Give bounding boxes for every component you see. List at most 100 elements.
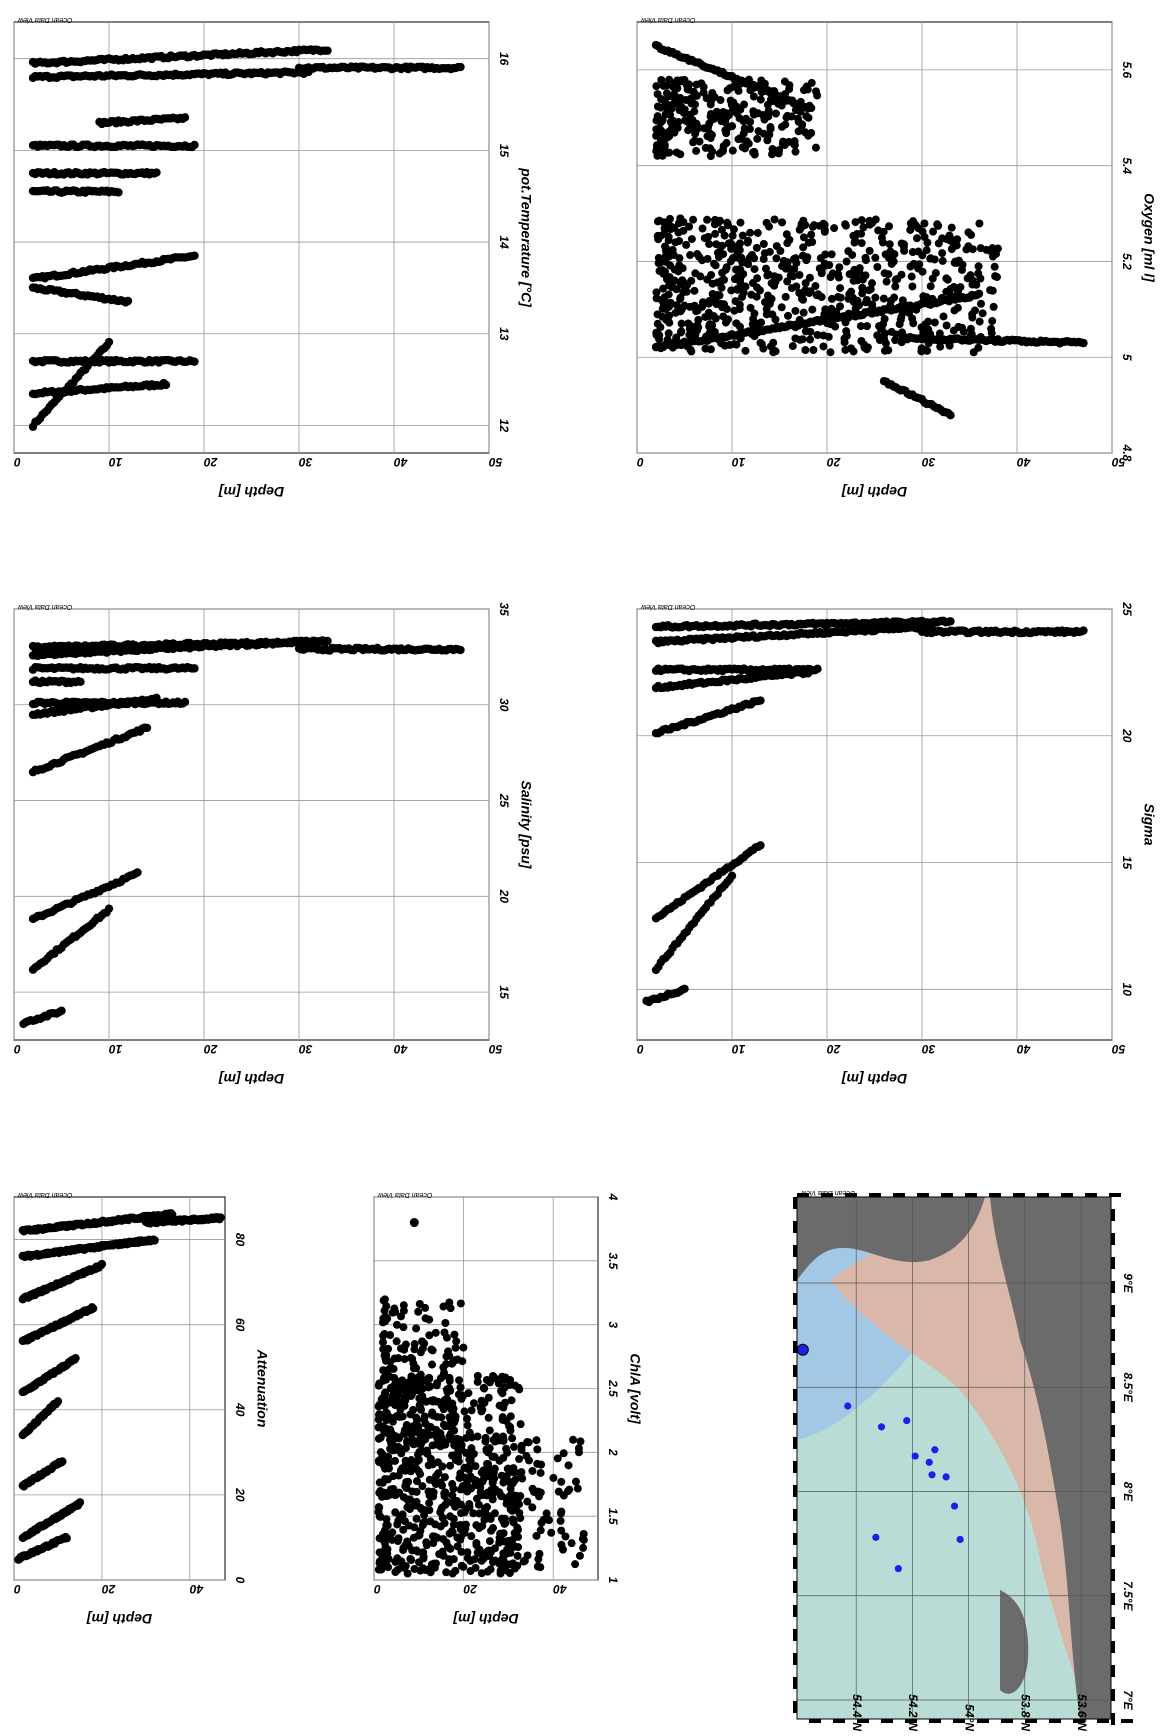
plot-frame — [13, 608, 490, 1041]
data-point — [323, 636, 332, 646]
value-tick-label: 3 — [606, 1321, 620, 1328]
data-point — [676, 294, 685, 303]
data-point — [432, 1381, 441, 1390]
data-point — [750, 332, 759, 341]
data-point — [393, 1537, 402, 1546]
data-point — [690, 107, 699, 116]
data-point — [569, 1435, 578, 1444]
data-point — [945, 297, 954, 306]
data-point — [473, 1377, 482, 1386]
data-point — [807, 104, 816, 113]
data-point — [915, 260, 924, 269]
data-point — [759, 344, 768, 353]
data-point — [485, 1444, 494, 1453]
value-tick-label: 0 — [233, 1577, 247, 1584]
data-point — [518, 1474, 527, 1483]
data-point — [469, 1509, 478, 1518]
data-point — [561, 1532, 570, 1541]
data-point — [949, 326, 958, 335]
depth-tick-label: 10 — [109, 1042, 123, 1056]
data-point — [953, 235, 962, 244]
data-point — [677, 327, 686, 336]
data-point — [819, 342, 828, 351]
data-point — [743, 238, 752, 247]
data-point — [542, 1509, 551, 1518]
data-point — [986, 247, 995, 256]
data-point — [447, 1527, 456, 1536]
data-point — [513, 1551, 522, 1560]
data-point — [515, 1455, 524, 1464]
data-point — [747, 290, 756, 299]
data-point — [668, 343, 677, 352]
data-point — [53, 1397, 63, 1406]
data-point — [407, 1462, 416, 1471]
depth-tick-label: 10 — [109, 455, 123, 469]
data-point — [509, 1442, 518, 1451]
data-point — [831, 322, 840, 331]
data-point — [769, 346, 778, 355]
data-point — [539, 1516, 548, 1525]
data-point — [559, 1449, 568, 1458]
data-point — [815, 221, 824, 230]
data-point — [856, 322, 865, 331]
data-point — [817, 293, 826, 302]
value-tick-label: 25 — [1120, 601, 1134, 616]
data-point — [395, 1445, 404, 1454]
value-tick-label: 15 — [1120, 856, 1134, 870]
watermark: Ocean Data View — [17, 1191, 72, 1198]
data-point — [721, 318, 730, 327]
data-point — [374, 1456, 383, 1465]
data-point — [791, 334, 800, 343]
data-point — [705, 240, 714, 249]
data-point — [663, 335, 672, 344]
data-point — [440, 1368, 449, 1377]
data-point — [670, 276, 679, 285]
data-point — [665, 214, 674, 223]
data-point — [414, 1307, 423, 1316]
data-point — [490, 1453, 499, 1462]
data-point — [485, 1551, 494, 1560]
data-point — [427, 1345, 436, 1354]
data-point — [399, 1301, 408, 1310]
data-point — [799, 308, 808, 317]
data-point — [836, 284, 845, 293]
depth-tick-label: 20 — [102, 1582, 117, 1596]
depth-tick-label: 30 — [922, 1042, 936, 1056]
data-point — [750, 265, 759, 274]
data-point — [378, 1478, 387, 1487]
data-point — [823, 319, 832, 328]
data-point — [506, 1423, 515, 1432]
data-point — [848, 250, 857, 259]
data-point — [733, 285, 742, 294]
data-point — [664, 232, 673, 241]
data-point — [379, 1345, 388, 1354]
data-point — [415, 1299, 424, 1308]
data-point — [104, 904, 114, 913]
data-point — [897, 313, 906, 322]
data-point — [923, 238, 932, 247]
data-point — [410, 1564, 419, 1573]
data-point — [966, 324, 975, 333]
data-point — [908, 222, 917, 231]
data-point — [498, 1415, 507, 1424]
data-point — [661, 242, 670, 251]
data-point — [741, 346, 750, 355]
data-point — [946, 284, 955, 293]
data-point — [778, 122, 787, 131]
data-point — [690, 286, 699, 295]
data-point — [719, 302, 728, 311]
data-point — [805, 273, 814, 282]
data-point — [784, 311, 793, 320]
data-point — [746, 303, 755, 312]
data-point — [456, 645, 465, 655]
data-point — [929, 227, 938, 236]
data-point — [666, 298, 675, 307]
data-point — [471, 1462, 480, 1471]
data-point — [921, 320, 930, 329]
data-point — [443, 1498, 452, 1507]
data-point — [405, 1495, 414, 1504]
data-point — [763, 100, 772, 109]
data-point — [928, 298, 937, 307]
